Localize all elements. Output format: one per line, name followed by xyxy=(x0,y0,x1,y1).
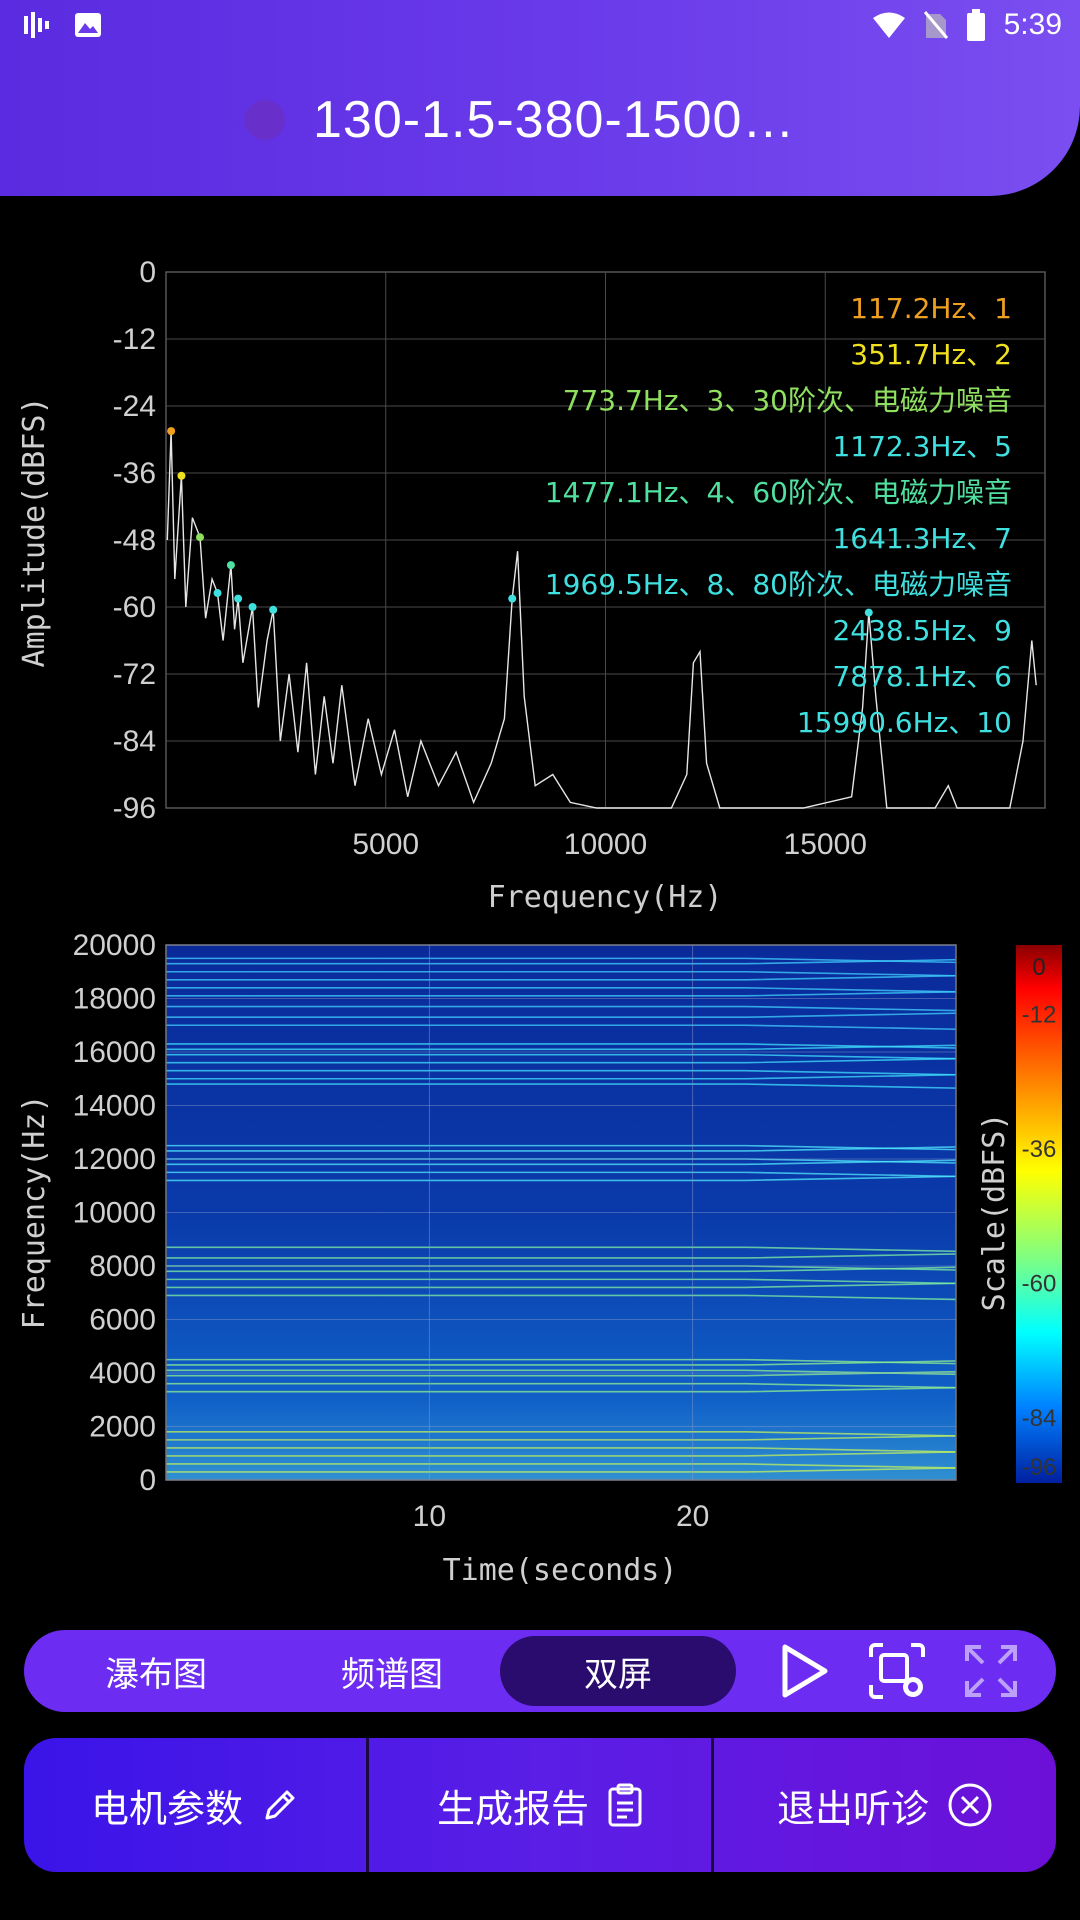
screen-record-icon[interactable] xyxy=(866,1640,928,1702)
spectrum-xtick: 10000 xyxy=(564,828,647,861)
colorbar-tick: -12 xyxy=(1022,1001,1057,1028)
close-circle-icon xyxy=(948,1783,992,1827)
spectrum-ytick: 0 xyxy=(139,256,156,289)
image-icon xyxy=(75,13,101,37)
spectrogram-ylabel: Frequency(Hz) xyxy=(17,1095,52,1330)
spectrum-peak-marker xyxy=(864,608,873,617)
spectrogram-ytick: 8000 xyxy=(89,1250,156,1283)
spectrogram-ytick: 18000 xyxy=(73,983,156,1016)
spectrum-xlabel: Frequency(Hz) xyxy=(488,880,723,915)
spectrum-ytick: -36 xyxy=(113,457,156,490)
spectrum-peak-marker xyxy=(177,471,186,480)
spectrogram-xlabel: Time(seconds) xyxy=(443,1553,678,1588)
no-sim-icon xyxy=(923,11,948,39)
spectrogram-ytick: 10000 xyxy=(73,1197,156,1230)
spectrum-ytick: -60 xyxy=(113,591,156,624)
charts-area: 0 -12 -24 -36 -48 -60 -72 -84 -96 5000 10000 15000… xyxy=(17,256,1062,1588)
peak-annotation: 15990.6Hz、10 xyxy=(797,706,1012,739)
spectrum-peak-marker xyxy=(226,561,235,570)
generate-report-label: 生成报告 xyxy=(436,1786,589,1831)
spectrogram-ytick: 6000 xyxy=(89,1304,156,1337)
spectrum-peak-marker xyxy=(196,533,205,542)
peak-annotation: 1477.1Hz、4、60阶次、电磁力噪音 xyxy=(545,476,1012,509)
colorbar xyxy=(1016,945,1062,1483)
spectrogram-xtick: 20 xyxy=(676,1500,709,1533)
fullscreen-icon[interactable] xyxy=(960,1640,1022,1702)
spectrum-ytick: -84 xyxy=(113,725,156,758)
action-bar: 电机参数 生成报告 退出听诊 xyxy=(24,1738,1056,1872)
spectrogram-plot: 2000018000160001400012000100008000600040… xyxy=(17,929,1062,1588)
colorbar-tick: -36 xyxy=(1022,1136,1057,1163)
peak-annotation: 1641.3Hz、7 xyxy=(832,522,1012,555)
peak-annotation: 773.7Hz、3、30阶次、电磁力噪音 xyxy=(563,384,1012,417)
play-icon[interactable] xyxy=(772,1640,834,1702)
spectrum-xtick: 15000 xyxy=(784,828,867,861)
peak-annotation: 1969.5Hz、8、80阶次、电磁力噪音 xyxy=(545,568,1012,601)
motor-params-button[interactable]: 电机参数 xyxy=(24,1738,366,1872)
spectrogram-ytick: 12000 xyxy=(73,1143,156,1176)
status-bar: 5:39 xyxy=(0,0,1080,50)
colorbar-tick: -60 xyxy=(1022,1270,1057,1297)
spectrum-ytick: -12 xyxy=(113,323,156,356)
spectrogram-ytick: 20000 xyxy=(73,929,156,962)
wifi-icon xyxy=(872,12,905,38)
tab-waterfall[interactable]: 瀑布图 xyxy=(105,1654,207,1695)
spectrum-trace xyxy=(166,431,1037,809)
spectrum-ytick: -48 xyxy=(113,524,156,557)
spectrogram-ytick: 14000 xyxy=(73,1090,156,1123)
pencil-icon xyxy=(265,1790,295,1820)
peak-annotation: 1172.3Hz、5 xyxy=(832,430,1012,463)
exit-diagnosis-label: 退出听诊 xyxy=(776,1786,929,1831)
spectrum-peak-marker xyxy=(213,589,222,598)
spectrogram-ytick: 4000 xyxy=(89,1357,156,1390)
spectrum-plot: 0 -12 -24 -36 -48 -60 -72 -84 -96 5000 10000 15000… xyxy=(17,256,1046,915)
spectrum-peak-marker xyxy=(508,594,517,603)
colorbar-tick: -84 xyxy=(1022,1405,1057,1432)
spectrogram-ytick: 0 xyxy=(139,1464,156,1497)
motor-params-label: 电机参数 xyxy=(90,1786,243,1831)
colorbar-tick: 0 xyxy=(1032,954,1045,981)
spectrogram-ytick: 2000 xyxy=(89,1411,156,1444)
status-time: 5:39 xyxy=(1003,8,1062,41)
app-header: 5:39 130-1.5-380-1500… xyxy=(0,0,1080,196)
peak-annotation: 117.2Hz、1 xyxy=(850,292,1012,325)
colorbar-tick: -96 xyxy=(1022,1454,1057,1481)
colorbar-label: Scale(dBFS) xyxy=(977,1113,1012,1312)
page-title: 130-1.5-380-1500… xyxy=(313,91,796,149)
recording-indicator xyxy=(245,100,285,140)
exit-diagnosis-button[interactable]: 退出听诊 xyxy=(714,1738,1056,1872)
spectrogram-xtick: 10 xyxy=(413,1500,446,1533)
peak-annotation: 7878.1Hz、6 xyxy=(832,660,1012,693)
view-tab-bar: 瀑布图 频谱图 双屏 xyxy=(24,1630,1056,1712)
battery-icon xyxy=(966,9,985,41)
generate-report-button[interactable]: 生成报告 xyxy=(369,1738,711,1872)
spectrum-peak-marker xyxy=(167,427,176,436)
spectrum-peak-marker xyxy=(248,603,257,611)
spectrum-ytick: -24 xyxy=(113,390,156,423)
spectrum-ylabel: Amplitude(dBFS) xyxy=(17,397,52,668)
peak-annotation: 2438.5Hz、9 xyxy=(832,614,1012,647)
spectrum-ytick: -72 xyxy=(113,658,156,691)
clipboard-icon xyxy=(608,1783,642,1827)
tab-dual-screen[interactable]: 双屏 xyxy=(500,1636,736,1706)
tab-spectrum[interactable]: 频谱图 xyxy=(341,1654,443,1695)
sound-wave-icon xyxy=(24,12,49,38)
spectrum-xtick: 5000 xyxy=(352,828,419,861)
spectrum-peak-marker xyxy=(269,605,278,614)
spectrogram-ytick: 16000 xyxy=(73,1036,156,1069)
spectrum-peak-marker xyxy=(234,594,243,603)
peak-annotation: 351.7Hz、2 xyxy=(850,338,1012,371)
spectrum-ytick: -96 xyxy=(113,792,156,825)
